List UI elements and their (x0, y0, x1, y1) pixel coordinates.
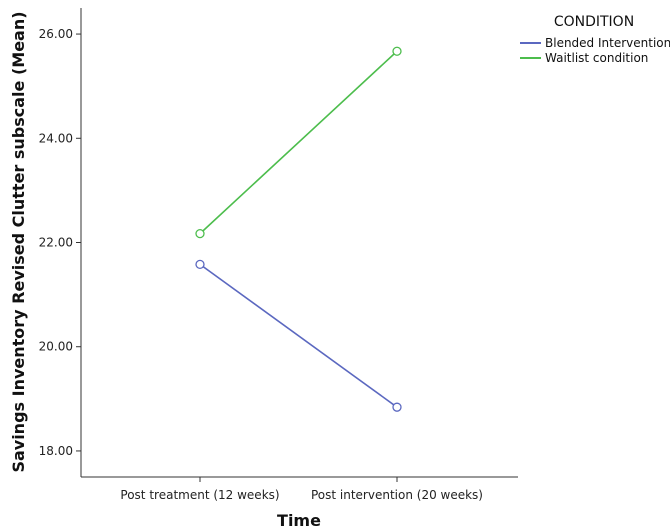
legend-label: Waitlist condition (545, 51, 648, 65)
y-tick-label: 18.00 (39, 444, 73, 458)
series-layer (195, 46, 402, 412)
x-axis-ticks: Post treatment (12 weeks) Post interventi… (120, 477, 483, 502)
series-line-2 (199, 50, 398, 235)
y-tick-label: 22.00 (39, 236, 73, 250)
data-point (392, 46, 402, 56)
x-tick-label: Post treatment (12 weeks) (120, 488, 279, 502)
y-axis-ticks: 18.00 20.00 22.00 24.00 26.00 (39, 27, 81, 458)
legend-label: Blended Intervention (545, 36, 670, 50)
x-tick-label: Post intervention (20 weeks) (311, 488, 483, 502)
x-axis-title: Time (277, 511, 321, 530)
legend-title: CONDITION (554, 14, 634, 30)
y-tick-label: 26.00 (39, 27, 73, 41)
data-point (195, 259, 205, 270)
y-tick-label: 24.00 (39, 131, 73, 145)
data-point (392, 402, 402, 412)
series-line-1 (199, 263, 398, 408)
y-tick-label: 20.00 (39, 340, 73, 354)
y-axis-title: Savings Inventory Revised Clutter subsca… (9, 11, 28, 472)
data-point (195, 228, 205, 239)
